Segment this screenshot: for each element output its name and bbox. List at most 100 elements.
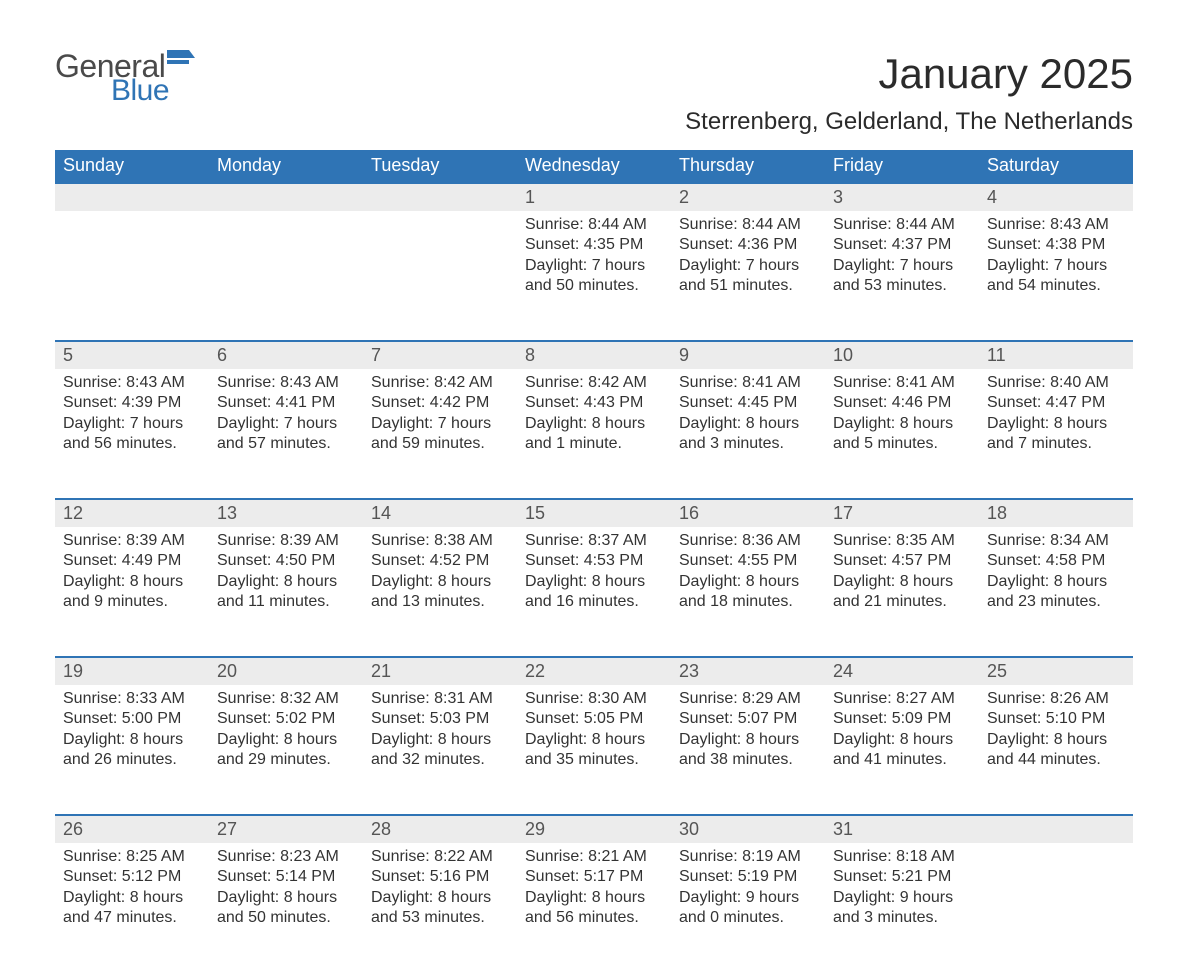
sunrise-text: Sunrise: 8:41 AM — [679, 373, 817, 393]
day-number-cell: 16 — [671, 499, 825, 527]
daylight-line2: and 5 minutes. — [833, 434, 971, 454]
day-number — [55, 184, 209, 211]
sunrise-text: Sunrise: 8:35 AM — [833, 531, 971, 551]
day-cell: Sunrise: 8:42 AMSunset: 4:42 PMDaylight:… — [363, 369, 517, 499]
day-body: Sunrise: 8:44 AMSunset: 4:37 PMDaylight:… — [825, 211, 979, 305]
day-body: Sunrise: 8:19 AMSunset: 5:19 PMDaylight:… — [671, 843, 825, 937]
daylight-line2: and 38 minutes. — [679, 750, 817, 770]
day-body: Sunrise: 8:43 AMSunset: 4:38 PMDaylight:… — [979, 211, 1133, 305]
daylight-line1: Daylight: 8 hours — [833, 572, 971, 592]
sunset-text: Sunset: 4:49 PM — [63, 551, 201, 571]
sunset-text: Sunset: 5:09 PM — [833, 709, 971, 729]
sunset-text: Sunset: 4:43 PM — [525, 393, 663, 413]
daylight-line1: Daylight: 7 hours — [525, 256, 663, 276]
daylight-line2: and 7 minutes. — [987, 434, 1125, 454]
day-number: 10 — [825, 342, 979, 369]
daylight-line1: Daylight: 8 hours — [987, 730, 1125, 750]
sunset-text: Sunset: 5:00 PM — [63, 709, 201, 729]
day-number-cell: 19 — [55, 657, 209, 685]
day-number-cell: 28 — [363, 815, 517, 843]
sunset-text: Sunset: 5:21 PM — [833, 867, 971, 887]
calendar-table: SundayMondayTuesdayWednesdayThursdayFrid… — [55, 150, 1133, 973]
sunset-text: Sunset: 5:07 PM — [679, 709, 817, 729]
day-number: 14 — [363, 500, 517, 527]
sunset-text: Sunset: 4:36 PM — [679, 235, 817, 255]
daylight-line2: and 53 minutes. — [371, 908, 509, 928]
sunset-text: Sunset: 5:14 PM — [217, 867, 355, 887]
day-number-cell — [979, 815, 1133, 843]
day-number-cell: 23 — [671, 657, 825, 685]
week-body-row: Sunrise: 8:39 AMSunset: 4:49 PM Daylight:… — [55, 527, 1133, 657]
sunrise-text: Sunrise: 8:37 AM — [525, 531, 663, 551]
day-number-cell: 9 — [671, 341, 825, 369]
sunrise-text: Sunrise: 8:43 AM — [987, 215, 1125, 235]
daylight-line1: Daylight: 8 hours — [371, 730, 509, 750]
daylight-line1: Daylight: 9 hours — [679, 888, 817, 908]
daylight-line1: Daylight: 8 hours — [525, 888, 663, 908]
daylight-line2: and 50 minutes. — [217, 908, 355, 928]
week-body-row: Sunrise: 8:25 AMSunset: 5:12 PMDaylight:… — [55, 843, 1133, 973]
day-cell: Sunrise: 8:39 AMSunset: 4:50 PMDaylight:… — [209, 527, 363, 657]
page-header: General Blue January 2025 Sterrenberg, G… — [55, 50, 1133, 136]
day-cell: Sunrise: 8:42 AMSunset: 4:43 PMDaylight:… — [517, 369, 671, 499]
day-cell: Sunrise: 8:43 AMSunset: 4:41 PMDaylight:… — [209, 369, 363, 499]
daylight-line2: and 47 minutes. — [63, 908, 201, 928]
daylight-line1: Daylight: 8 hours — [525, 730, 663, 750]
sunrise-text: Sunrise: 8:42 AM — [371, 373, 509, 393]
daylight-line1: Daylight: 8 hours — [371, 888, 509, 908]
sunset-text: Sunset: 4:58 PM — [987, 551, 1125, 571]
day-body: Sunrise: 8:37 AMSunset: 4:53 PMDaylight:… — [517, 527, 671, 621]
daylight-line1: Daylight: 8 hours — [833, 730, 971, 750]
daylight-line1: Daylight: 8 hours — [525, 572, 663, 592]
day-number-cell: 31 — [825, 815, 979, 843]
daylight-line2: and 50 minutes. — [525, 276, 663, 296]
day-number: 23 — [671, 658, 825, 685]
day-number: 29 — [517, 816, 671, 843]
day-body: Sunrise: 8:27 AMSunset: 5:09 PMDaylight:… — [825, 685, 979, 779]
sunrise-text: Sunrise: 8:18 AM — [833, 847, 971, 867]
sunrise-text: Sunrise: 8:33 AM — [63, 689, 201, 709]
sunrise-text: Sunrise: 8:25 AM — [63, 847, 201, 867]
day-number: 26 — [55, 816, 209, 843]
day-number: 13 — [209, 500, 363, 527]
day-body: Sunrise: 8:38 AMSunset: 4:52 PMDaylight:… — [363, 527, 517, 621]
day-number-cell: 17 — [825, 499, 979, 527]
day-number-cell — [55, 183, 209, 211]
daylight-line2: and 51 minutes. — [679, 276, 817, 296]
week-body-row: Sunrise: 8:44 AMSunset: 4:35 PMDaylight:… — [55, 211, 1133, 341]
daylight-line1: Daylight: 7 hours — [833, 256, 971, 276]
day-cell: Sunrise: 8:41 AMSunset: 4:46 PMDaylight:… — [825, 369, 979, 499]
day-number: 27 — [209, 816, 363, 843]
sunset-text: Sunset: 4:50 PM — [217, 551, 355, 571]
day-body: Sunrise: 8:41 AMSunset: 4:45 PMDaylight:… — [671, 369, 825, 463]
sunset-text: Sunset: 5:02 PM — [217, 709, 355, 729]
day-number: 11 — [979, 342, 1133, 369]
sunset-text: Sunset: 4:46 PM — [833, 393, 971, 413]
sunset-text: Sunset: 5:05 PM — [525, 709, 663, 729]
daylight-line1: Daylight: 8 hours — [63, 730, 201, 750]
sunset-text: Sunset: 4:39 PM — [63, 393, 201, 413]
sunset-text: Sunset: 4:42 PM — [371, 393, 509, 413]
sunset-text: Sunset: 4:35 PM — [525, 235, 663, 255]
day-cell: Sunrise: 8:21 AMSunset: 5:17 PMDaylight:… — [517, 843, 671, 973]
day-cell: Sunrise: 8:43 AMSunset: 4:38 PMDaylight:… — [979, 211, 1133, 341]
sunrise-text: Sunrise: 8:41 AM — [833, 373, 971, 393]
daylight-line2: and 56 minutes. — [525, 908, 663, 928]
sunrise-text: Sunrise: 8:26 AM — [987, 689, 1125, 709]
day-body: Sunrise: 8:30 AMSunset: 5:05 PMDaylight:… — [517, 685, 671, 779]
week-number-row: 567891011 — [55, 341, 1133, 369]
sunrise-text: Sunrise: 8:32 AM — [217, 689, 355, 709]
day-body: Sunrise: 8:31 AMSunset: 5:03 PMDaylight:… — [363, 685, 517, 779]
calendar-head: SundayMondayTuesdayWednesdayThursdayFrid… — [55, 150, 1133, 183]
day-number-cell: 5 — [55, 341, 209, 369]
day-number-cell: 21 — [363, 657, 517, 685]
day-number-cell: 8 — [517, 341, 671, 369]
sunrise-text: Sunrise: 8:39 AM — [63, 531, 201, 551]
daylight-line1: Daylight: 8 hours — [217, 572, 355, 592]
sunrise-text: Sunrise: 8:43 AM — [63, 373, 201, 393]
daylight-line2: and 3 minutes. — [833, 908, 971, 928]
daylight-line2: and 16 minutes. — [525, 592, 663, 612]
day-cell: Sunrise: 8:32 AMSunset: 5:02 PMDaylight:… — [209, 685, 363, 815]
day-number-cell: 3 — [825, 183, 979, 211]
day-number-cell: 13 — [209, 499, 363, 527]
